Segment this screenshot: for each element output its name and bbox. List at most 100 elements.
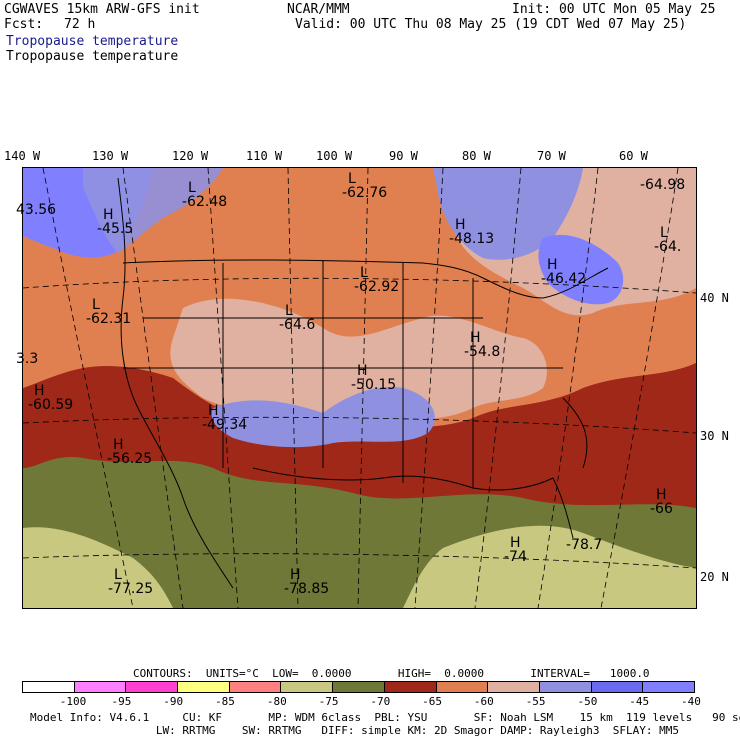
valid-time: Valid: 00 UTC Thu 08 May 25 (19 CDT Wed …	[295, 17, 687, 32]
extremum-value: -64.98	[640, 177, 686, 193]
org-label: NCAR/MMM	[287, 2, 350, 17]
color-bar-swatch	[538, 681, 591, 693]
field-title-contour: Tropopause temperature	[6, 49, 179, 64]
graticule	[23, 168, 696, 608]
high-marker: H	[656, 487, 667, 503]
color-bar-swatch	[125, 681, 178, 693]
lat-label: 20 N	[700, 570, 729, 584]
color-bar-swatch	[487, 681, 539, 693]
high-marker: H	[290, 567, 301, 583]
low-marker: L	[188, 180, 196, 196]
lon-label: 140 W	[4, 149, 41, 163]
low-marker: L	[92, 297, 100, 313]
color-bar-tick-label: -40	[681, 695, 701, 708]
color-bar-swatch	[435, 681, 488, 693]
low-marker: L	[360, 265, 368, 281]
lon-label: 70 W	[537, 149, 566, 163]
color-bar-swatch	[177, 681, 229, 693]
extremum-value: -54.8	[464, 344, 501, 360]
extremum-value: -77.25	[108, 581, 154, 597]
high-marker: H	[455, 217, 466, 233]
lon-label: 130 W	[92, 149, 129, 163]
model-info-line1: Model Info: V4.6.1 CU: KF MP: WDM 6class…	[30, 711, 740, 724]
field-title-shaded: Tropopause temperature	[6, 34, 179, 49]
extremum-value: -60.59	[28, 397, 74, 413]
extremum-value: -62.92	[354, 279, 400, 295]
color-bar-tick-label: -95	[111, 695, 132, 708]
high-marker: H	[113, 437, 124, 453]
boundaries	[117, 177, 609, 589]
extremum-value: -66	[650, 501, 673, 517]
lon-label: 90 W	[389, 149, 418, 163]
color-bar-tick-label: -60	[473, 695, 494, 708]
forecast-hour: 72 h	[64, 17, 96, 32]
color-bar-tick-label: -80	[266, 695, 287, 708]
region-tan-gulf	[403, 525, 696, 608]
region-salmon	[170, 298, 547, 429]
lon-label: 120 W	[172, 149, 209, 163]
high-marker: H	[208, 403, 219, 419]
color-bar-tick-label: -55	[525, 695, 546, 708]
color-bar-tick-label: -45	[629, 695, 650, 708]
extremum-value: -62.48	[182, 194, 228, 210]
extremum-value: -46.42	[541, 271, 587, 287]
lat-label: 40 N	[700, 291, 729, 305]
color-bar-swatch	[228, 681, 281, 693]
extremum-value: -62.76	[342, 185, 388, 201]
lon-label: 100 W	[316, 149, 353, 163]
high-marker: H	[103, 207, 114, 223]
color-bar-swatch	[590, 681, 643, 693]
color-bar-swatch	[280, 681, 333, 693]
low-marker: L	[114, 567, 122, 583]
region-tan	[23, 527, 173, 608]
contour-settings: CONTOURS: UNITS=°C LOW= 0.0000 HIGH= 0.0…	[133, 667, 650, 680]
color-bar-swatch	[73, 681, 126, 693]
color-bar-tick-label: -75	[318, 695, 339, 708]
color-bar-swatch	[332, 681, 384, 693]
high-marker: H	[34, 383, 45, 399]
lat-label: 30 N	[700, 429, 729, 443]
lon-label: 110 W	[246, 149, 283, 163]
low-marker: L	[348, 171, 356, 187]
forecast-label: Fcst:	[4, 17, 44, 32]
lon-label: 60 W	[619, 149, 648, 163]
color-bar-tick-label: -100	[59, 695, 87, 708]
extremum-value: 3.3	[16, 351, 39, 367]
model-info-line2: LW: RRTMG SW: RRTMG DIFF: simple KM: 2D …	[30, 724, 680, 737]
color-bar-swatch	[642, 681, 695, 693]
color-bar-tick-label: -85	[215, 695, 235, 708]
extremum-value: -74	[504, 549, 527, 565]
extremum-value: -49.34	[202, 417, 248, 433]
high-marker: H	[547, 257, 558, 273]
region-blue-ne	[538, 234, 624, 305]
extremum-value: -78.85	[284, 581, 330, 597]
extremum-value: -64.6	[279, 317, 316, 333]
color-bar-swatch	[22, 681, 74, 693]
lon-label: 80 W	[462, 149, 491, 163]
region-lavender-ne	[433, 168, 583, 260]
init-time: Init: 00 UTC Mon 05 May 25	[512, 2, 716, 17]
extremum-value: -50.15	[351, 377, 397, 393]
color-bar-tick-label: -50	[577, 695, 598, 708]
color-bar-tick-label: -65	[422, 695, 443, 708]
color-bar-tick-label: °C	[739, 695, 740, 708]
high-marker: H	[510, 535, 521, 551]
extremum-value: -64.	[654, 239, 682, 255]
color-bar-tick-label: -90	[163, 695, 184, 708]
region-lavender-nw	[83, 168, 223, 253]
low-marker: L	[285, 303, 293, 319]
extremum-value: -78.7	[566, 537, 603, 553]
high-marker: H	[357, 363, 368, 379]
color-bar	[22, 681, 695, 693]
color-bar-tick-label: -70	[370, 695, 391, 708]
extremum-value: -48.13	[449, 231, 495, 247]
extremum-value: -45.5	[97, 221, 134, 237]
extremum-value: 43.56	[16, 202, 57, 218]
low-marker: L	[660, 225, 668, 241]
color-bar-swatch	[383, 681, 436, 693]
model-title: CGWAVES 15km ARW-GFS init	[4, 2, 200, 17]
high-marker: H	[470, 330, 481, 346]
extremum-value: -62.31	[86, 311, 132, 327]
tropopause-temperature-map	[22, 167, 697, 609]
extremum-value: -56.25	[107, 451, 153, 467]
